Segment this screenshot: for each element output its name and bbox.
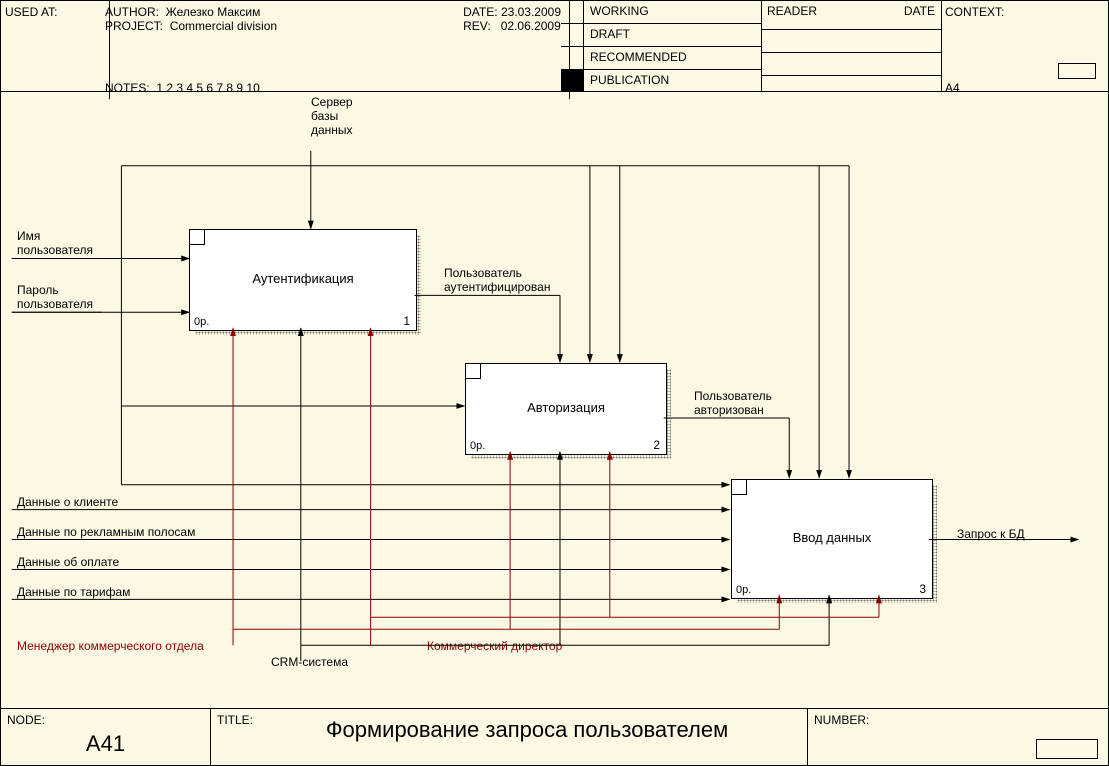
date2-label: DATE bbox=[904, 4, 935, 26]
working-label: WORKING bbox=[584, 1, 655, 23]
context-label: CONTEXT: bbox=[945, 5, 1104, 19]
ad-data-label: Данные по рекламным полосам bbox=[17, 525, 195, 539]
box1-num: 1 bbox=[403, 314, 410, 328]
title-label: TITLE: bbox=[217, 713, 253, 727]
tariff-data-label: Данные по тарифам bbox=[17, 585, 130, 599]
used-at-cell: USED AT: bbox=[1, 1, 110, 99]
number-label: NUMBER: bbox=[814, 713, 1102, 727]
password-label: Парольпользователя bbox=[17, 283, 93, 311]
user-auth-label: Пользовательаутентифицирован bbox=[444, 266, 550, 294]
node-label: NODE: bbox=[7, 713, 204, 727]
project-label: PROJECT: bbox=[105, 19, 163, 33]
date-value: 23.03.2009 bbox=[501, 5, 561, 19]
box2-op: 0р. bbox=[470, 440, 485, 452]
query-db-label: Запрос к БД bbox=[957, 527, 1025, 541]
box1-title: Аутентификация bbox=[252, 271, 353, 286]
server-db-text: Сервербазыданных bbox=[311, 95, 353, 137]
box-authorization: Авторизация 0р. 2 bbox=[465, 363, 667, 455]
box3-title: Ввод данных bbox=[793, 530, 872, 545]
author-value: Железко Максим bbox=[166, 5, 261, 19]
rev-value: 02.06.2009 bbox=[501, 19, 561, 33]
publication-label: PUBLICATION bbox=[584, 70, 675, 92]
box1-op: 0р. bbox=[194, 316, 209, 328]
reader-block: READER DATE bbox=[761, 1, 942, 91]
box3-op: 0р. bbox=[736, 584, 751, 596]
author-label: AUTHOR: bbox=[105, 5, 159, 19]
box-data-entry: Ввод данных 0р. 3 bbox=[731, 479, 933, 599]
crm-label: CRM-система bbox=[271, 655, 348, 669]
pay-data-label: Данные об оплате bbox=[17, 555, 119, 569]
title-value: Формирование запроса пользователем bbox=[253, 717, 801, 743]
user-authz-label: Пользовательавторизован bbox=[694, 389, 772, 417]
author-block: AUTHOR: Железко Максим PROJECT: Commerci… bbox=[101, 1, 570, 99]
header: USED AT: AUTHOR: Железко Максим PROJECT:… bbox=[1, 1, 1108, 92]
box-authentication: Аутентификация 0р. 1 bbox=[189, 229, 417, 331]
box2-title: Авторизация bbox=[527, 400, 605, 415]
diagram-canvas: Аутентификация 0р. 1 Авторизация 0р. 2 В… bbox=[1, 91, 1108, 709]
draft-label: DRAFT bbox=[584, 24, 636, 46]
mgr-label: Менеджер коммерческого отдела bbox=[17, 639, 204, 653]
username-label: Имяпользователя bbox=[17, 229, 93, 257]
footer: NODE: A41 TITLE: Формирование запроса по… bbox=[1, 708, 1108, 765]
recommended-label: RECOMMENDED bbox=[584, 47, 693, 69]
project-value: Commercial division bbox=[170, 19, 277, 33]
node-value: A41 bbox=[7, 731, 204, 757]
box2-num: 2 bbox=[653, 438, 660, 452]
context-block: CONTEXT: A4 bbox=[941, 1, 1108, 99]
client-data-label: Данные о клиенте bbox=[17, 495, 118, 509]
rev-label: REV: bbox=[463, 19, 491, 33]
comdir-label: Коммерческий директор bbox=[427, 639, 562, 653]
reader-label: READER bbox=[767, 4, 817, 26]
status-block: WORKING DRAFT RECOMMENDED PUBLICATION bbox=[561, 1, 762, 91]
date-label: DATE: bbox=[463, 5, 497, 19]
box3-num: 3 bbox=[919, 582, 926, 596]
used-at-label: USED AT: bbox=[5, 5, 57, 19]
